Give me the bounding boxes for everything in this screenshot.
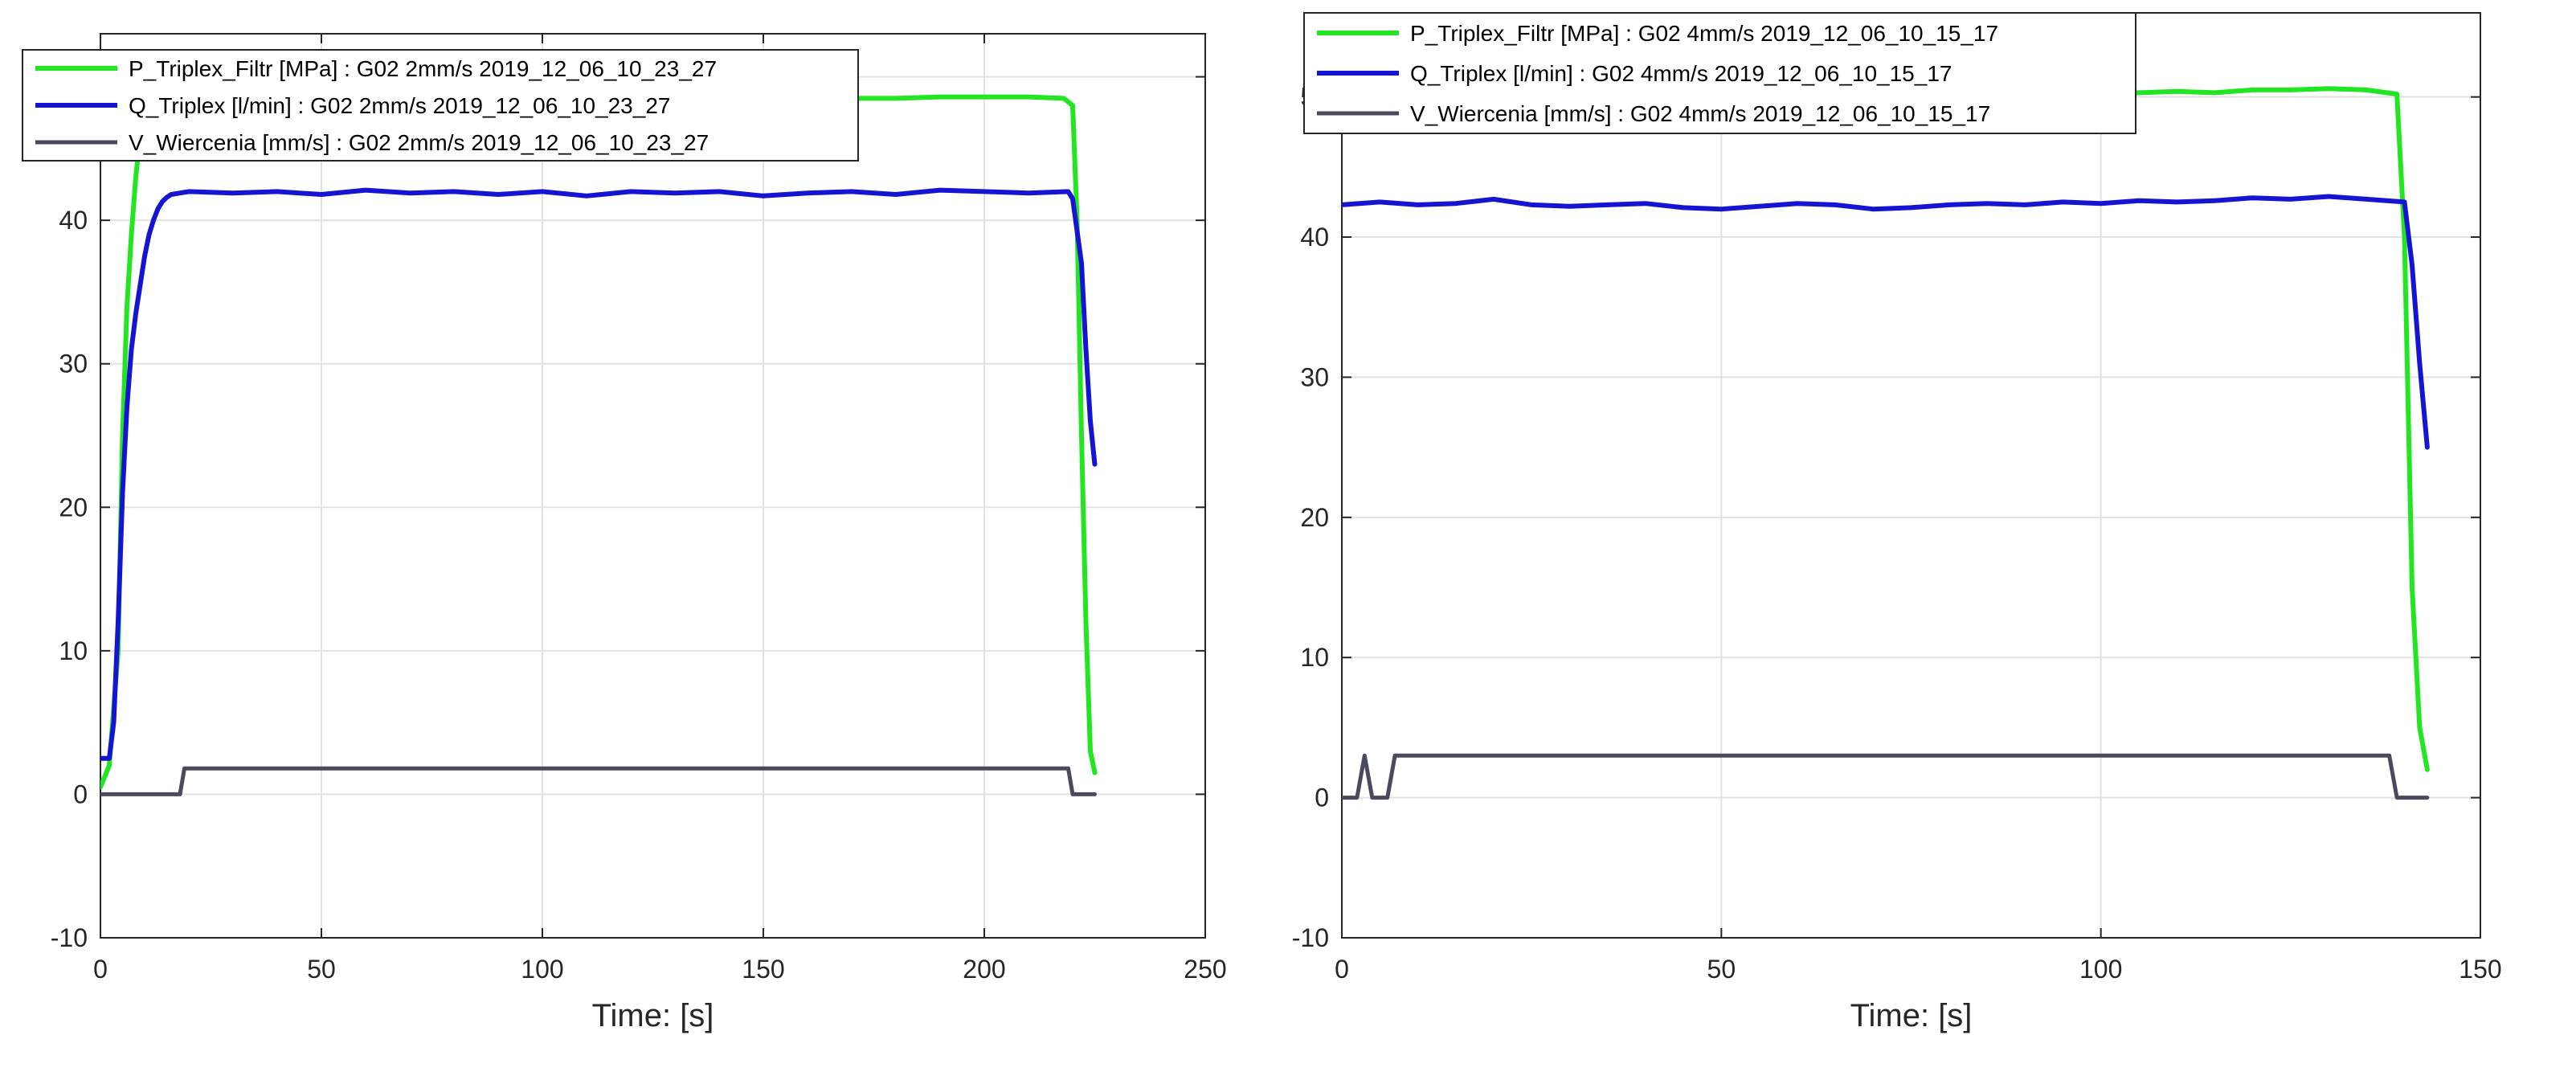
- chart-0-x-tick-label: 250: [1184, 955, 1226, 984]
- chart-0-axes-box: [100, 33, 1206, 939]
- chart-1-y-tick-label: 30: [1300, 362, 1329, 391]
- chart-1-x-tick-label: 0: [1335, 955, 1349, 984]
- chart-1-legend-entry: V_Wiercenia [mm/s] : G02 4mm/s 2019_12_0…: [1410, 101, 1990, 126]
- chart-1-x-tick-label: 100: [2079, 955, 2122, 984]
- chart-1-series-flow-line: [1342, 194, 2430, 450]
- chart-0-x-axis-label: Time: [s]: [592, 998, 714, 1033]
- chart-1-plot-area: [1342, 13, 2480, 938]
- chart-0-y-tick-label: 20: [59, 493, 88, 522]
- chart-0-legend-entry: V_Wiercenia [mm/s] : G02 2mm/s 2019_12_0…: [129, 130, 709, 155]
- chart-0-y-tick-label: 40: [59, 206, 88, 235]
- chart-0-x-tick-label: 50: [307, 955, 336, 984]
- chart-0-legend-box: [22, 49, 859, 162]
- chart-0-y-tick-label: 10: [59, 636, 88, 665]
- chart-1-x-tick-label: 150: [2459, 955, 2501, 984]
- chart-1-x-tick-label: 50: [1707, 955, 1736, 984]
- chart-0-y-tick-label: -10: [51, 923, 88, 952]
- chart-1-legend-box: [1303, 12, 2136, 134]
- chart-0-plot-area: [100, 34, 1205, 938]
- chart-1-y-tick-label: -10: [1292, 923, 1329, 952]
- chart-0-series-flow-line: [100, 187, 1098, 761]
- chart-0-series-velocity-line: [100, 766, 1097, 796]
- chart-1-y-tick-label: 20: [1300, 503, 1329, 532]
- chart-1-y-tick-label: 40: [1300, 223, 1329, 252]
- chart-1-y-tick-label: 10: [1300, 643, 1329, 672]
- chart-0-x-tick-label: 200: [963, 955, 1005, 984]
- chart-0-legend-entry: Q_Triplex [l/min] : G02 2mm/s 2019_12_06…: [129, 93, 670, 118]
- chart-0-x-tick-label: 100: [521, 955, 563, 984]
- chart-0-legend-entry: P_Triplex_Filtr [MPa] : G02 2mm/s 2019_1…: [129, 56, 717, 81]
- chart-0-x-tick-label: 0: [93, 955, 108, 984]
- chart-1-legend-entry: P_Triplex_Filtr [MPa] : G02 4mm/s 2019_1…: [1410, 21, 1998, 46]
- chart-1-series-velocity-line: [1342, 753, 2430, 800]
- chart-0-y-tick-label: 30: [59, 350, 88, 378]
- chart-1-x-axis-label: Time: [s]: [1850, 998, 1973, 1033]
- chart-1-y-tick-label: 0: [1315, 783, 1329, 812]
- chart-0-x-tick-label: 150: [742, 955, 784, 984]
- chart-1-legend-entry: Q_Triplex [l/min] : G02 4mm/s 2019_12_06…: [1410, 61, 1952, 86]
- chart-0-y-tick-label: 0: [73, 779, 88, 808]
